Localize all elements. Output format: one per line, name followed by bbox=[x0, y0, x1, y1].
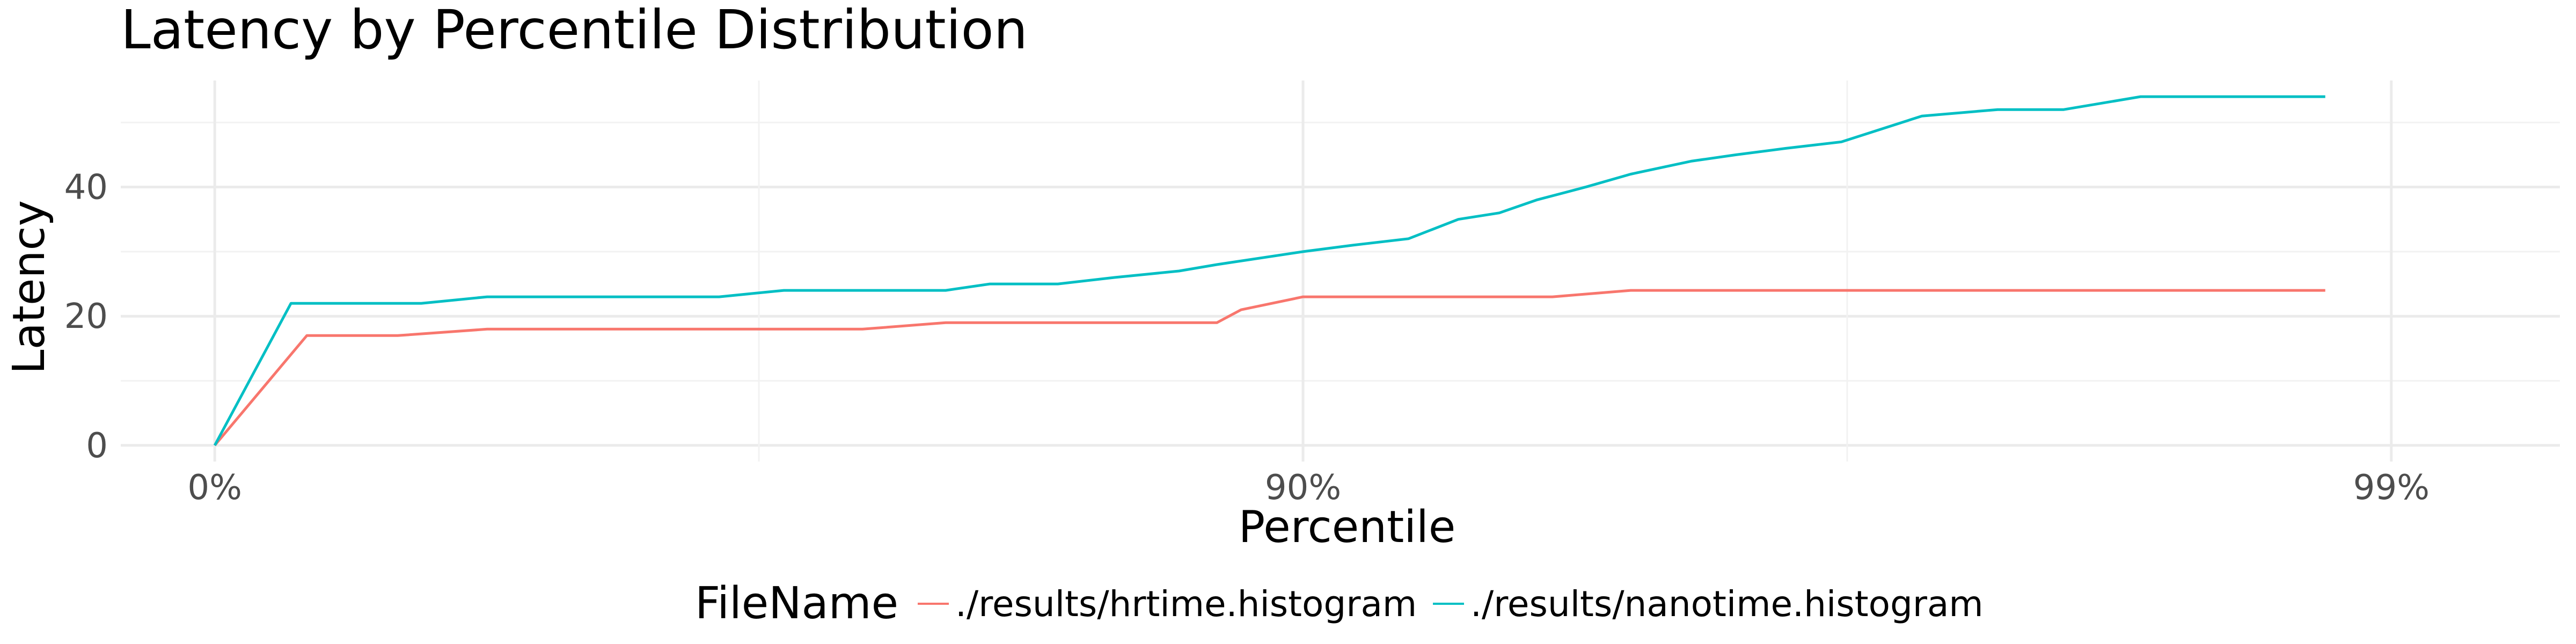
x-axis-title: Percentile bbox=[1239, 502, 1456, 553]
tick-layer: 0 20 40 0% 90% 99% bbox=[64, 168, 2429, 508]
chart-title: Latency by Percentile Distribution bbox=[121, 0, 1028, 61]
series-line-1 bbox=[213, 95, 2325, 447]
legend-title: FileName bbox=[695, 578, 898, 629]
y-tick-label-1: 20 bbox=[64, 297, 108, 336]
legend: FileName ./results/hrtime.histogram ./re… bbox=[695, 578, 1984, 629]
y-tick-label-2: 40 bbox=[64, 168, 108, 208]
x-tick-label-0: 0% bbox=[187, 468, 242, 508]
series-layer bbox=[213, 95, 2325, 447]
y-axis-title: Latency bbox=[4, 200, 55, 374]
x-tick-label-1: 90% bbox=[1265, 468, 1341, 508]
legend-label-hrtime: ./results/hrtime.histogram bbox=[955, 583, 1417, 625]
grid-layer bbox=[121, 80, 2560, 462]
legend-label-nanotime: ./results/nanotime.histogram bbox=[1470, 583, 1984, 625]
series-line-0 bbox=[214, 289, 2325, 447]
x-tick-label-2: 99% bbox=[2353, 468, 2429, 508]
y-tick-label-0: 0 bbox=[86, 426, 108, 466]
